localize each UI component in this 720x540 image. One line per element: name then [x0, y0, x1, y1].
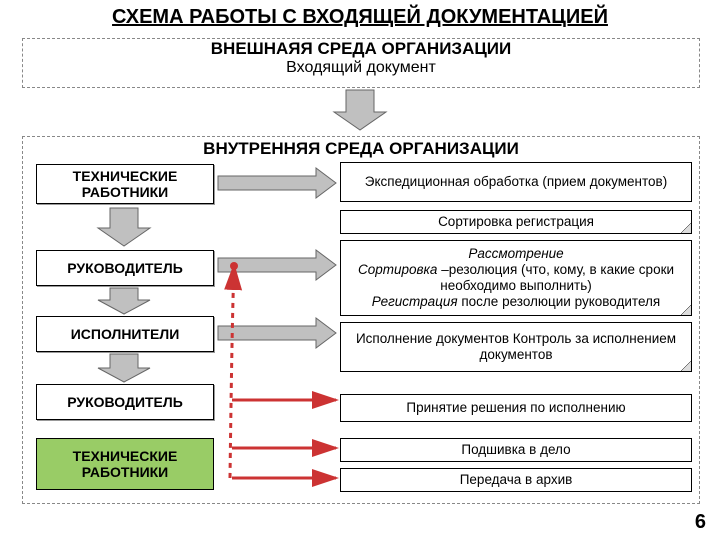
- role-performers-box: ИСПОЛНИТЕЛИ: [36, 316, 214, 352]
- role-manager2-label: РУКОВОДИТЕЛЬ: [67, 394, 183, 410]
- down-arrow-top: [334, 90, 386, 130]
- rbox-r2: Сортировка регистрация: [340, 210, 692, 234]
- role-tech2-box: ТЕХНИЧЕСКИЕ РАБОТНИКИ: [36, 438, 214, 490]
- r3-line2b: –резолюция (что, кому, в какие сроки нео…: [437, 262, 674, 293]
- rbox-r3: Рассмотрение Сортировка –резолюция (что,…: [340, 240, 692, 316]
- external-env-heading: ВНЕШНАЯЯ СРЕДА ОРГАНИЗАЦИИ: [23, 39, 699, 59]
- r3-line3b: после резолюции руководителя: [458, 294, 661, 309]
- r3-line3a: Регистрация: [372, 294, 458, 309]
- rbox-r3-text: Рассмотрение Сортировка –резолюция (что,…: [347, 246, 685, 311]
- rbox-r5-text: Принятие решения по исполнению: [406, 400, 625, 416]
- role-tech1-box: ТЕХНИЧЕСКИЕ РАБОТНИКИ: [36, 164, 214, 204]
- role-performers-label: ИСПОЛНИТЕЛИ: [71, 326, 180, 342]
- role-manager2-box: РУКОВОДИТЕЛЬ: [36, 384, 214, 420]
- rbox-r6: Подшивка в дело: [340, 438, 692, 462]
- role-tech2-label: ТЕХНИЧЕСКИЕ РАБОТНИКИ: [37, 448, 213, 480]
- rbox-r2-text: Сортировка регистрация: [438, 214, 594, 230]
- rbox-r1-text: Экспедиционная обработка (прием документ…: [365, 174, 667, 190]
- page-number: 6: [695, 511, 706, 534]
- external-env-frame: ВНЕШНАЯЯ СРЕДА ОРГАНИЗАЦИИ Входящий доку…: [22, 38, 700, 88]
- r3-line2a: Сортировка: [358, 262, 437, 277]
- rbox-r7: Передача в архив: [340, 468, 692, 492]
- rbox-r4: Исполнение документов Контроль за исполн…: [340, 322, 692, 372]
- role-manager1-box: РУКОВОДИТЕЛЬ: [36, 250, 214, 286]
- main-title: СХЕМА РАБОТЫ С ВХОДЯЩЕЙ ДОКУМЕНТАЦИЕЙ: [0, 0, 720, 31]
- external-env-subheading: Входящий документ: [23, 59, 699, 77]
- internal-env-heading: ВНУТРЕННЯЯ СРЕДА ОРГАНИЗАЦИИ: [23, 139, 699, 159]
- rbox-r5: Принятие решения по исполнению: [340, 394, 692, 422]
- rbox-r7-text: Передача в архив: [460, 472, 573, 488]
- role-manager1-label: РУКОВОДИТЕЛЬ: [67, 260, 183, 276]
- rbox-r1: Экспедиционная обработка (прием документ…: [340, 162, 692, 202]
- role-tech1-label: ТЕХНИЧЕСКИЕ РАБОТНИКИ: [41, 168, 209, 200]
- r3-line1: Рассмотрение: [468, 246, 563, 261]
- rbox-r6-text: Подшивка в дело: [461, 442, 570, 458]
- rbox-r4-text: Исполнение документов Контроль за исполн…: [347, 331, 685, 363]
